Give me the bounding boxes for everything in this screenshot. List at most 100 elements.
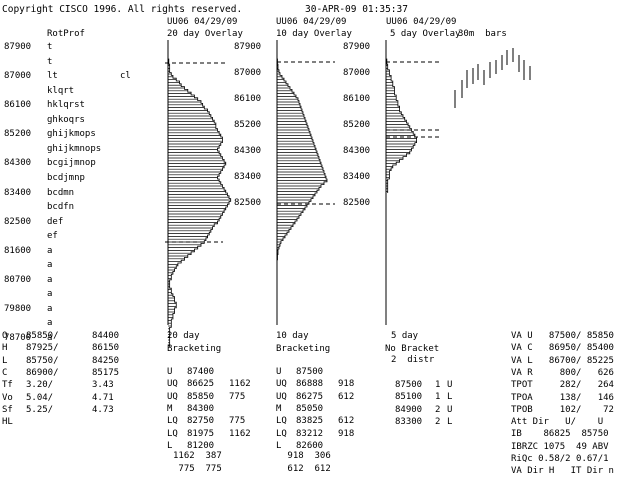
rotprof-letters: a: [47, 274, 53, 285]
bracket20-row-key: LQ: [167, 416, 178, 427]
bracket20-row-key: M: [167, 403, 173, 414]
bracket10-footer1: 918 306: [282, 451, 331, 461]
bars-label: 30m bars: [458, 29, 507, 39]
overlay20-price: 85200: [234, 120, 262, 130]
rotprof-letters: ghkoqrs: [47, 114, 85, 125]
rotprof-letters: a: [47, 303, 53, 314]
bracket20-row-value: 82750: [187, 416, 215, 427]
rotprof-letters: ghijkmnops: [47, 143, 102, 154]
p5-profile-outline: [386, 58, 418, 193]
rotprof-letters: ghijkmops: [47, 129, 96, 140]
bracket5-subtitle: No Bracket: [385, 344, 440, 354]
overlay10-price: 82500: [343, 198, 371, 208]
bracket20-row-value: 86625: [187, 379, 215, 390]
rotprof-letters: ef: [47, 231, 58, 242]
stat-key: Sf: [2, 404, 13, 415]
right-stat-row: IB 86825 85750: [511, 429, 609, 440]
bracket10-row-key: UQ: [276, 379, 287, 390]
right-stat-row: VA L 86700/ 85225: [511, 355, 614, 366]
rotprof-price: 79800: [4, 303, 32, 314]
bracket20-row-value: 81200: [187, 440, 215, 451]
bracket20-row-value: 85850: [187, 391, 215, 402]
stat-key: HL: [2, 417, 13, 428]
stat-value-previous: 4.73: [92, 404, 114, 415]
rotprof-price: 87900: [4, 42, 32, 52]
bracket5-row-dir: L: [447, 392, 453, 403]
rotprof-letters: def: [47, 216, 64, 227]
bracket10-row-key: LQ: [276, 428, 287, 439]
overlay5-header: UU06 04/29/09: [386, 17, 457, 27]
overlay20-title: 20 day Overlay: [167, 29, 243, 39]
overlay10-header: UU06 04/29/09: [276, 17, 347, 27]
stat-value-previous: 3.43: [92, 380, 114, 391]
bracket10-title: 10 day: [276, 331, 309, 341]
rotprof-price: 82500: [4, 216, 32, 227]
stat-value-current: 87925/: [26, 343, 59, 354]
stat-value-current: 85750/: [26, 355, 59, 366]
bracket20-row-key: LQ: [167, 428, 178, 439]
bracket20-row-key: UQ: [167, 379, 178, 390]
bracket10-row-value: 86888: [296, 379, 324, 390]
p20-profile-outline: [168, 58, 232, 347]
rotprof-letters: t: [47, 42, 53, 52]
bracket10-row-key: U: [276, 367, 282, 377]
rotprof-letters: a: [47, 318, 53, 329]
bracket5-row-dir: L: [447, 416, 453, 427]
bracket5-row-value: 85100: [395, 392, 423, 403]
bracket20-subtitle: Bracketing: [167, 344, 222, 354]
bracket5-row-value: 83300: [395, 416, 423, 427]
bracket10-row-value: 86275: [296, 391, 324, 402]
right-stat-row: VA U 87500/ 85850: [511, 331, 614, 341]
bracket10-row-key: LQ: [276, 416, 287, 427]
overlay10-price: 86100: [343, 94, 371, 104]
stat-key: H: [2, 343, 8, 354]
rotprof-price: 83400: [4, 187, 32, 198]
stat-value-previous: 85175: [92, 367, 120, 378]
stat-key: O: [2, 331, 8, 341]
copyright-text: Copyright CISCO 1996. All rights reserve…: [2, 4, 243, 15]
rotprof-price: 87000: [4, 71, 32, 82]
right-stat-row: VA Dir H IT Dir n: [511, 466, 614, 477]
bracket10-row-key: L: [276, 440, 282, 451]
right-stat-row: VA C 86950/ 85400: [511, 343, 614, 354]
overlay5-title: 5 day Overlay: [390, 29, 461, 39]
bracket20-row-key: L: [167, 440, 173, 451]
rotprof-letters: klqrt: [47, 85, 75, 96]
overlay10-price: 84300: [343, 146, 371, 156]
stat-value-current: 86900/: [26, 367, 59, 378]
bracket10-row-count: 918: [338, 379, 355, 390]
stat-value-previous: 86150: [92, 343, 120, 354]
bracket5-row-dist: 1: [435, 380, 441, 390]
stat-key: Vo: [2, 392, 13, 403]
stat-value-current: 5.04/: [26, 392, 54, 403]
rotprof-letters: bcdjmnp: [47, 172, 85, 183]
stat-value-previous: 4.71: [92, 392, 114, 403]
rotprof-letters: a: [47, 333, 53, 343]
stat-key: L: [2, 355, 8, 366]
right-stat-row: IBRZC 1075 49 ABV: [511, 441, 609, 452]
bracket10-row-value: 83825: [296, 416, 324, 427]
overlay20-price: 82500: [234, 198, 262, 208]
stat-value-previous: 84400: [92, 331, 120, 341]
datetime-text: 30-APR-09 01:35:37: [305, 4, 408, 15]
bracket5-row-value: 87500: [395, 380, 423, 390]
right-stat-row: TPOA 138/ 146: [511, 392, 614, 403]
bracket10-row-key: UQ: [276, 391, 287, 402]
bracket20-row-count: 775: [229, 416, 246, 427]
bracket5-row-dist: 2: [435, 416, 441, 427]
rotprof-letters: hklqrst: [47, 100, 85, 111]
rotprof-price: 86100: [4, 100, 32, 111]
overlay20-price: 84300: [234, 146, 262, 156]
bracket20-row-count: 775: [229, 391, 246, 402]
bracket20-footer2: 775 775: [173, 464, 222, 474]
rotprof-letters: a: [47, 289, 53, 300]
bracket5-row-dist: 1: [435, 392, 441, 403]
stat-value-current: 85850/: [26, 331, 59, 341]
right-stat-row: RiQc 0.58/2 0.67/1: [511, 454, 609, 464]
bracket20-row-count: 1162: [229, 379, 251, 390]
bracket5-distr: 2 distr: [391, 355, 435, 365]
right-stat-row: TPOB 102/ 72: [511, 404, 614, 415]
overlay20-price: 83400: [234, 172, 262, 182]
rotprof-letters: a: [47, 260, 53, 271]
